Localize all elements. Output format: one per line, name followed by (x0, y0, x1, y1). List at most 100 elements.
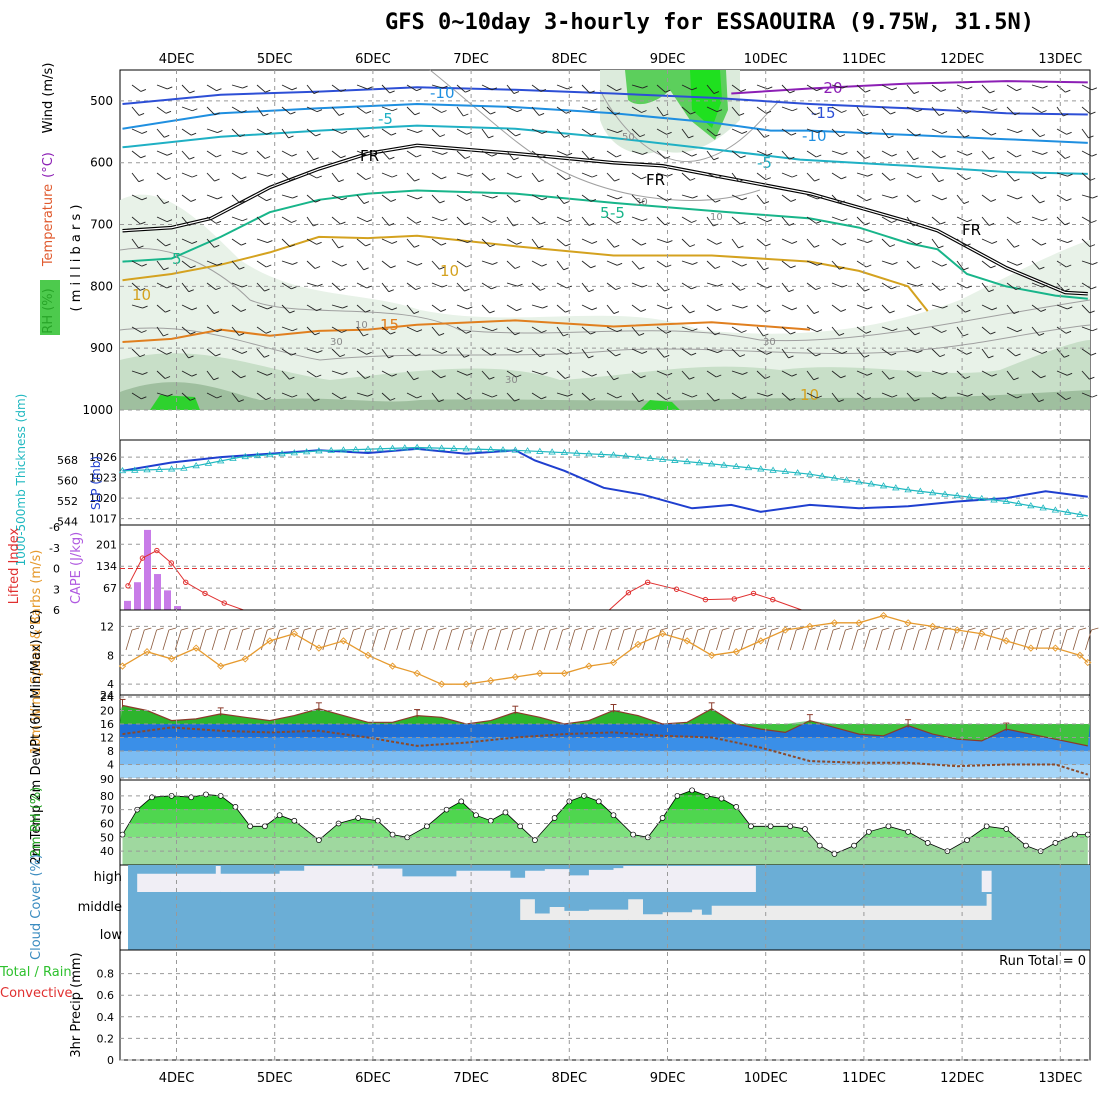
thickness-marker (548, 448, 556, 455)
wind-barb-flag (440, 309, 447, 312)
wind-barb (781, 150, 790, 160)
wind-barb (781, 106, 793, 112)
wind-barb (381, 172, 393, 178)
wind-barb (781, 370, 792, 377)
wind-speed-marker (167, 655, 176, 663)
wind-barb-flag (892, 394, 898, 398)
wind-barb-flag (990, 265, 996, 269)
wind-barb-flag (863, 113, 869, 117)
wind-barb (856, 84, 866, 93)
surface-wind-barb (875, 629, 883, 651)
rh-shade-surface (150, 395, 200, 410)
wind-barb (206, 348, 216, 357)
surface-wind-barb-flag (685, 627, 693, 631)
surface-wind-barb (174, 629, 182, 651)
wind-barb (781, 128, 792, 136)
wind-barb-flag (142, 305, 148, 309)
wind-barb-flag (491, 286, 497, 290)
wind-barb-flag (790, 132, 797, 136)
isotherm-label: 10 (800, 386, 819, 404)
wind-barb-flag (716, 241, 722, 245)
wind-barb-flag (1040, 375, 1046, 379)
wind-barb-flag (989, 156, 995, 160)
wind-barb-flag (1064, 288, 1070, 292)
isotherm-label: FR (646, 171, 665, 189)
wind-barb-flag (316, 308, 322, 312)
wind-barb-flag (516, 374, 522, 378)
thickness-marker (695, 459, 704, 466)
wind-barbs (131, 84, 1098, 403)
wind-barb-flag (941, 330, 947, 333)
wind-barb (506, 194, 516, 203)
wind-barb (431, 150, 443, 155)
wind-barb-flag (989, 90, 995, 94)
wind-barb-flag (339, 354, 346, 358)
wind-barb-flag (839, 134, 846, 138)
middle-cloud-area (520, 894, 992, 920)
wind-barb-flag (138, 113, 145, 116)
thickness-marker (450, 444, 458, 451)
surface-wind-barb-flag (328, 627, 336, 631)
wind-barb-flag (639, 266, 645, 270)
surface-wind-barb (1035, 629, 1043, 651)
wind-barb (1031, 194, 1040, 204)
wind-barb (256, 194, 267, 202)
thickness-marker (707, 460, 716, 467)
temp-tick-label: 8 (107, 745, 114, 758)
rh-contour-line (429, 69, 761, 201)
wind-barb-flag (440, 242, 447, 246)
wind-barb (431, 304, 442, 312)
wind-barb (881, 282, 892, 290)
wind-barb-flag (1040, 242, 1047, 246)
wind-barb-flag (465, 397, 471, 401)
wind-barb-flag (242, 151, 248, 155)
wind-barb (356, 348, 367, 355)
wind-barb-flag (541, 396, 547, 400)
wind-barb (781, 282, 790, 292)
wind-barb (1006, 370, 1014, 381)
wind-barb (431, 84, 443, 89)
surface-wind-barb (359, 629, 367, 651)
wind-barb-flag (215, 353, 221, 357)
wind-barb-flag (692, 261, 698, 265)
wind-barb (606, 260, 618, 266)
wind-barb (481, 238, 491, 247)
precip-panel (119, 949, 1091, 1061)
thickness-marker (671, 456, 679, 463)
thickness-marker (167, 465, 176, 472)
wind-barb (181, 348, 189, 359)
wind-barb-flag (567, 393, 573, 397)
wind-speed-marker (438, 680, 446, 688)
wind-barb (556, 238, 566, 247)
wind-barb-flag (791, 307, 798, 311)
wind-barb-flag (914, 398, 920, 402)
surface-wind-barb-flag (463, 627, 472, 631)
wind-barb (481, 326, 493, 332)
wind-barb (931, 216, 941, 225)
surface-wind-barb (789, 629, 797, 651)
wind-barb-flag (838, 399, 844, 403)
pressure-tick-label: 700 (90, 218, 113, 232)
wind-speed-marker (290, 630, 298, 638)
surface-wind-barb (900, 629, 908, 651)
rh-marker (487, 817, 494, 824)
wind-barb (381, 216, 390, 226)
wind-barb (631, 326, 640, 336)
wind-barb (881, 326, 893, 332)
wind-barb-flag (464, 288, 470, 292)
wind-barb-flag (665, 397, 671, 401)
surface-wind-barb-flag (1017, 627, 1025, 631)
wind-barb-flag (938, 245, 944, 249)
wind-barb-flag (816, 262, 823, 266)
isotherm-line (122, 189, 1088, 300)
wind-barb (856, 106, 864, 117)
wind-barb (931, 326, 942, 333)
wind-barb-flag (341, 330, 347, 333)
wind-barb (931, 84, 942, 92)
wind-barb (281, 238, 291, 247)
wind-barb (506, 326, 516, 336)
wind-barb-flag (1015, 287, 1021, 291)
wind-barb-flag (516, 241, 522, 245)
wind-speed-marker (536, 669, 544, 677)
